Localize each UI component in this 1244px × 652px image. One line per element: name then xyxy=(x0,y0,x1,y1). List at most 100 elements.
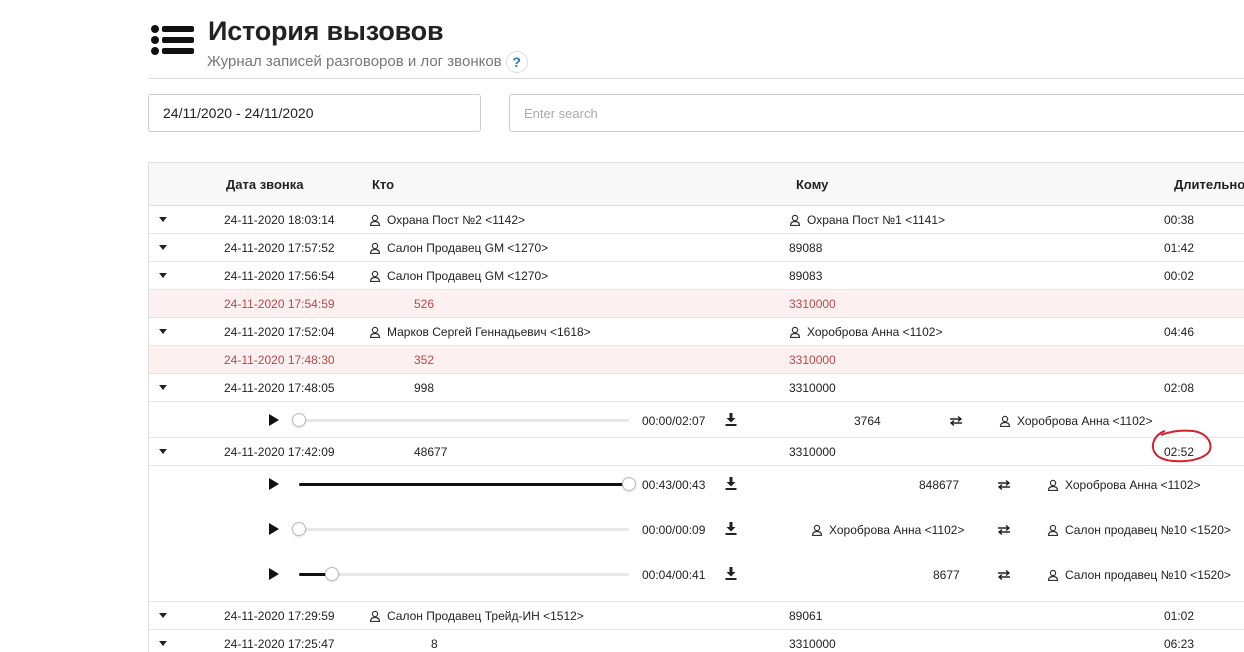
call-date: 24-11-2020 17:54:59 xyxy=(224,297,335,311)
download-icon[interactable] xyxy=(725,413,737,426)
call-to: 3310000 xyxy=(789,353,836,367)
table-row[interactable]: 24-11-2020 17:29:59 Салон Продавец Трейд… xyxy=(149,602,1244,630)
table-row[interactable]: 24-11-2020 17:25:47 8 3310000 06:23 xyxy=(149,630,1244,652)
header-divider xyxy=(148,78,1244,79)
call-duration: 01:02 xyxy=(1164,609,1195,623)
column-date[interactable]: Дата звонка xyxy=(226,177,304,192)
call-date: 24-11-2020 17:48:30 xyxy=(224,353,335,367)
table-row[interactable]: 24-11-2020 17:42:09 48677 3310000 02:52 xyxy=(149,438,1244,466)
call-to-text: Охрана Пост №1 <1141> xyxy=(807,213,946,227)
progress-handle[interactable] xyxy=(325,567,339,581)
play-icon[interactable] xyxy=(269,478,279,490)
call-from: Салон Продавец GM <1270> xyxy=(369,241,548,255)
call-from-text: Охрана Пост №2 <1142> xyxy=(387,213,526,227)
progress-handle[interactable] xyxy=(292,413,306,427)
help-icon[interactable]: ? xyxy=(505,51,528,73)
column-to[interactable]: Кому xyxy=(796,177,829,192)
recording-to: Салон продавец №10 <1520> xyxy=(1047,523,1231,537)
table-row-missed[interactable]: 24-11-2020 17:54:59 526 3310000 xyxy=(149,290,1244,318)
call-duration: 04:46 xyxy=(1164,325,1195,339)
table-row[interactable]: 24-11-2020 17:52:04 Марков Сергей Геннад… xyxy=(149,318,1244,346)
recording-from: 8677 xyxy=(933,568,960,582)
user-icon xyxy=(369,326,381,338)
call-to: 3310000 xyxy=(789,637,836,651)
recording-from: Хороброва Анна <1102> xyxy=(811,523,964,537)
recording-to: Салон продавец №10 <1520> xyxy=(1047,568,1231,582)
call-from-text: Салон Продавец GM <1270> xyxy=(387,269,549,283)
call-from-text: Салон Продавец Трейд-ИН <1512> xyxy=(387,609,584,623)
progress-fill xyxy=(299,573,332,576)
expand-caret-icon[interactable] xyxy=(159,245,167,250)
audio-progress-slider[interactable] xyxy=(292,522,629,536)
transfer-icon xyxy=(997,570,1011,580)
call-date: 24-11-2020 17:29:59 xyxy=(224,609,335,623)
expand-caret-icon[interactable] xyxy=(159,385,167,390)
expand-caret-icon[interactable] xyxy=(159,449,167,454)
list-menu-icon[interactable] xyxy=(150,24,196,64)
recording-player: 00:00/00:09 Хороброва Анна <1102> Салон … xyxy=(149,511,1244,556)
recording-to: Хороброва Анна <1102> xyxy=(1047,478,1200,492)
table-row[interactable]: 24-11-2020 17:56:54 Салон Продавец GM <1… xyxy=(149,262,1244,290)
transfer-icon xyxy=(997,525,1011,535)
table-row-missed[interactable]: 24-11-2020 17:48:30 352 3310000 xyxy=(149,346,1244,374)
expand-caret-icon[interactable] xyxy=(159,273,167,278)
recording-to-text: Хороброва Анна <1102> xyxy=(1017,414,1153,428)
recording-player: 00:04/00:41 8677 Салон продавец №10 <152… xyxy=(149,556,1244,601)
download-icon[interactable] xyxy=(725,522,737,535)
call-from: 48677 xyxy=(414,445,448,459)
call-from-text: Марков Сергей Геннадьевич <1618> xyxy=(387,325,591,339)
user-icon xyxy=(1047,524,1059,536)
call-duration: 02:08 xyxy=(1164,381,1195,395)
table-row[interactable]: 24-11-2020 17:57:52 Салон Продавец GM <1… xyxy=(149,234,1244,262)
page-subtitle: Журнал записей разговоров и лог звонков? xyxy=(207,51,528,73)
table-row[interactable]: 24-11-2020 18:03:14 Охрана Пост №2 <1142… xyxy=(149,206,1244,234)
progress-fill xyxy=(299,483,629,486)
recording-time: 00:04/00:41 xyxy=(642,568,706,582)
call-duration: 00:38 xyxy=(1164,213,1195,227)
call-date: 24-11-2020 18:03:14 xyxy=(224,213,335,227)
call-to-text: Хороброва Анна <1102> xyxy=(807,325,943,339)
call-from: Охрана Пост №2 <1142> xyxy=(369,213,525,227)
user-icon xyxy=(789,326,801,338)
user-icon xyxy=(369,214,381,226)
call-date: 24-11-2020 17:52:04 xyxy=(224,325,335,339)
progress-handle[interactable] xyxy=(292,522,306,536)
user-icon xyxy=(369,270,381,282)
download-icon[interactable] xyxy=(725,567,737,580)
call-duration: 06:23 xyxy=(1164,637,1195,651)
search-input[interactable] xyxy=(509,94,1244,132)
call-duration: 02:52 xyxy=(1164,445,1195,459)
expand-caret-icon[interactable] xyxy=(159,217,167,222)
audio-progress-slider[interactable] xyxy=(292,413,629,427)
expand-caret-icon[interactable] xyxy=(159,641,167,646)
call-from: 8 xyxy=(431,637,438,651)
transfer-icon xyxy=(949,416,963,426)
call-to: 89083 xyxy=(789,269,823,283)
call-date: 24-11-2020 17:48:05 xyxy=(224,381,335,395)
expand-caret-icon[interactable] xyxy=(159,329,167,334)
call-date: 24-11-2020 17:42:09 xyxy=(224,445,335,459)
column-from[interactable]: Кто xyxy=(372,177,395,192)
play-icon[interactable] xyxy=(269,523,279,535)
call-to: 3310000 xyxy=(789,381,836,395)
play-icon[interactable] xyxy=(269,414,279,426)
call-from: Салон Продавец Трейд-ИН <1512> xyxy=(369,609,584,623)
call-date: 24-11-2020 17:57:52 xyxy=(224,241,335,255)
column-duration[interactable]: Длительно xyxy=(1174,177,1244,192)
recording-from: 848677 xyxy=(919,478,960,492)
page-title: История вызовов xyxy=(208,16,444,46)
page-subtitle-text: Журнал записей разговоров и лог звонков xyxy=(207,52,502,70)
recording-to: Хороброва Анна <1102> xyxy=(999,414,1152,428)
download-icon[interactable] xyxy=(725,477,737,490)
progress-handle[interactable] xyxy=(622,477,636,491)
recording-player: 00:43/00:43 848677 Хороброва Анна <1102> xyxy=(149,466,1244,511)
expand-caret-icon[interactable] xyxy=(159,613,167,618)
user-icon xyxy=(1047,569,1059,581)
call-from: Салон Продавец GM <1270> xyxy=(369,269,548,283)
date-range-picker[interactable]: 24/11/2020 - 24/11/2020 xyxy=(148,94,481,132)
audio-progress-slider[interactable] xyxy=(299,477,636,491)
table-row[interactable]: 24-11-2020 17:48:05 998 3310000 02:08 xyxy=(149,374,1244,402)
call-from: Марков Сергей Геннадьевич <1618> xyxy=(369,325,591,339)
play-icon[interactable] xyxy=(269,568,279,580)
audio-progress-slider[interactable] xyxy=(299,567,629,581)
